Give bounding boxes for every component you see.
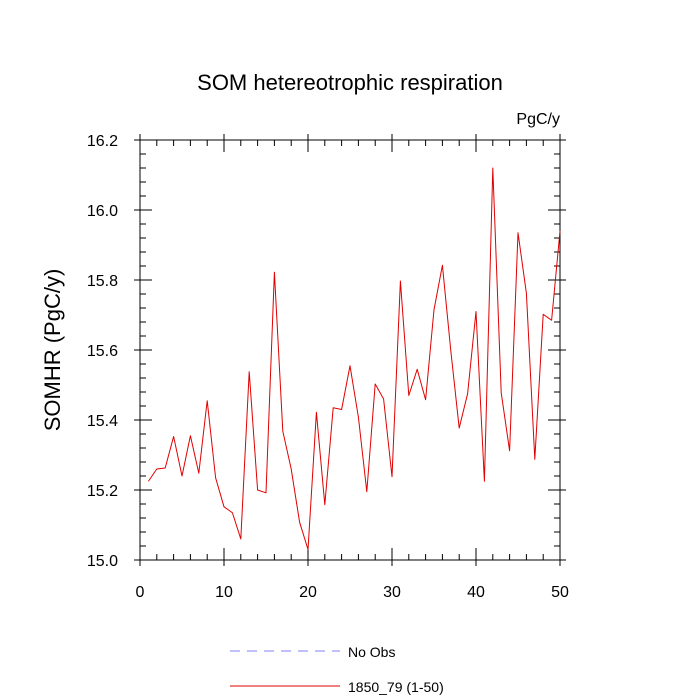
y-axis-label: SOMHR (PgC/y) [40, 269, 65, 432]
series-line-1 [147, 167, 561, 550]
x-tick-label: 20 [299, 584, 317, 601]
y-tick-label: 15.4 [87, 413, 118, 430]
legend: No Obs 1850_79 (1-50) [230, 644, 444, 695]
y-tick-label: 15.8 [87, 273, 118, 290]
legend-label-no-obs: No Obs [348, 644, 395, 660]
plot-area: 0 10 20 30 40 50 15.0 15.2 15.4 15.6 15.8 16.0 16.2 [87, 133, 569, 601]
x-tick-label: 40 [467, 584, 485, 601]
x-tick-label: 0 [136, 584, 145, 601]
chart-title: SOM hetereotrophic respiration [197, 70, 503, 95]
y-tick-label: 15.2 [87, 483, 118, 500]
x-tick-label: 10 [215, 584, 233, 601]
y-tick-label: 16.2 [87, 133, 118, 150]
plot-frame [139, 139, 561, 561]
y-tick-label: 15.0 [87, 553, 118, 570]
x-tick-label: 30 [383, 584, 401, 601]
y-tick-label: 15.6 [87, 343, 118, 360]
legend-label-1850-79: 1850_79 (1-50) [348, 679, 444, 695]
x-tick-label: 50 [551, 584, 569, 601]
y-tick-label: 16.0 [87, 203, 118, 220]
units-label: PgC/y [516, 111, 560, 128]
